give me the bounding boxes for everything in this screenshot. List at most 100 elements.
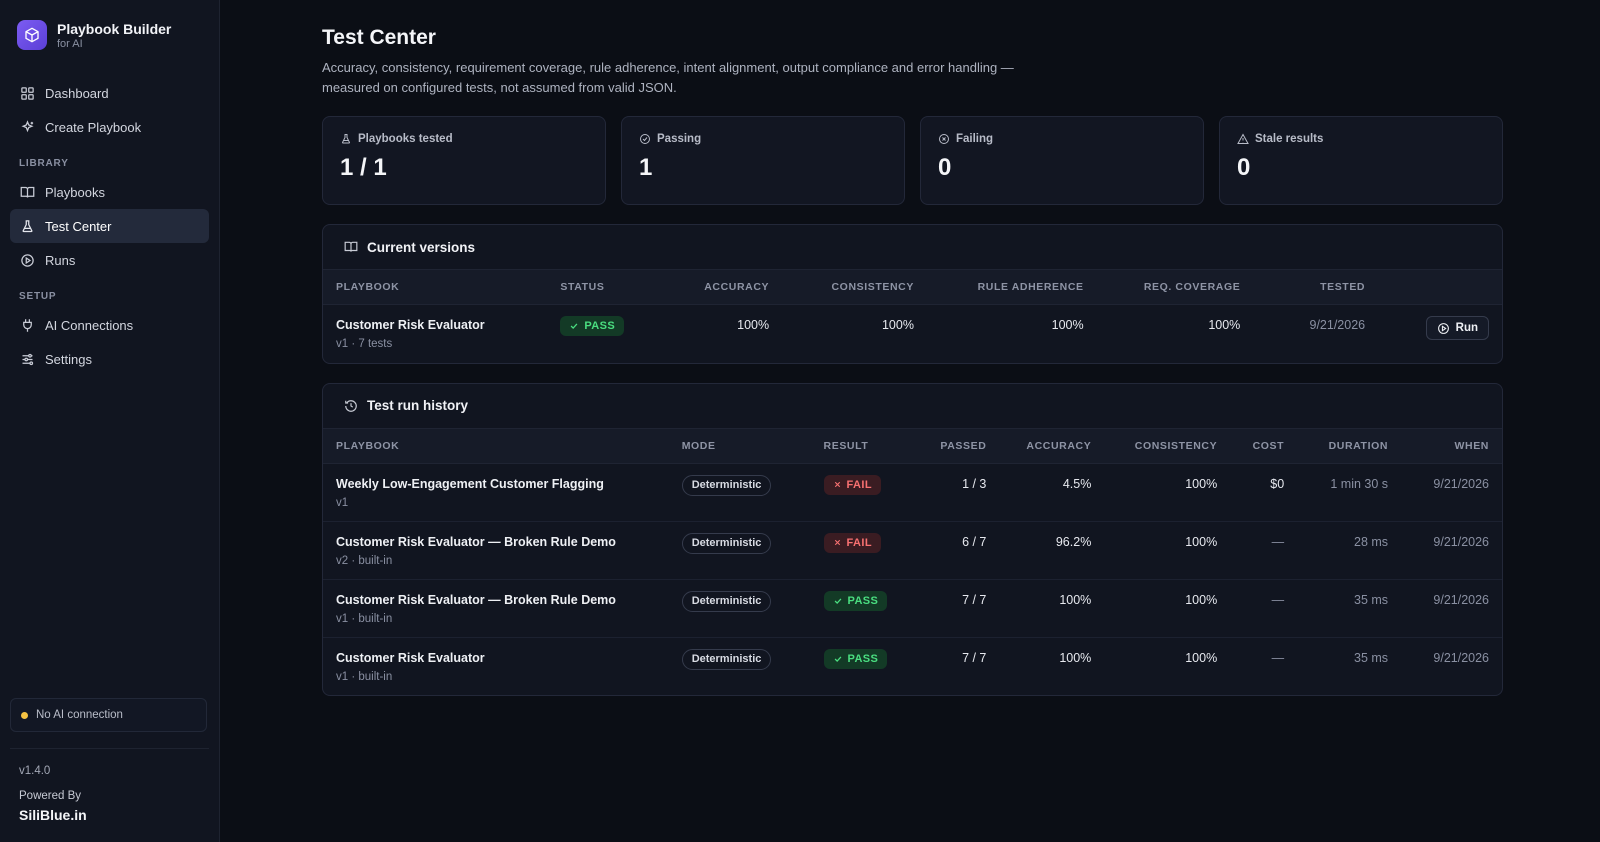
column-header[interactable]: ACCURACY [999,427,1105,464]
nav-label: Settings [45,351,92,367]
result-text: FAIL [846,536,872,549]
column-header[interactable]: CONSISTENCY [782,269,927,305]
stats-row: Playbooks tested 1 / 1 Passing 1 Failing… [322,116,1600,205]
powered-by-brand[interactable]: SiliBlue.in [19,807,87,823]
consistency-value: 100% [881,318,914,332]
playbook-name[interactable]: Customer Risk Evaluator [336,318,485,332]
tested-date: 9/21/2026 [1309,318,1366,332]
cost-value: — [1271,592,1285,607]
consistency-value: 100% [1185,650,1218,665]
divider [10,748,209,749]
x-icon [834,539,840,546]
accuracy-value: 100% [1059,650,1092,665]
table-row[interactable]: Customer Risk Evaluator — Broken Rule De… [323,521,1502,580]
stat-value: 0 [938,154,952,181]
nav-item-dashboard[interactable]: Dashboard [10,76,209,110]
nav-item-create-playbook[interactable]: Create Playbook [10,110,209,144]
column-header[interactable]: MODE [668,427,811,464]
x-icon [834,481,840,488]
nav-label: Create Playbook [45,119,142,135]
passed-value: 7 / 7 [962,650,987,665]
column-header[interactable]: DURATION [1297,427,1402,464]
req-coverage-value: 100% [1208,318,1241,332]
check-icon [571,323,578,329]
accuracy-value: 100% [737,318,770,332]
column-header[interactable]: CONSISTENCY [1104,427,1231,464]
stat-label: Passing [657,133,702,145]
powered-by-label: Powered By [19,790,82,802]
history-icon [345,399,357,412]
nav-item-settings[interactable]: Settings [10,342,209,376]
playbook-meta: v1 · 7 tests [336,338,393,350]
column-header[interactable]: PASSED [920,427,1000,464]
column-header[interactable]: COST [1230,427,1298,464]
nav-item-ai-connections[interactable]: AI Connections [10,308,209,342]
card-title: Test run history [367,398,469,413]
table-row[interactable]: Customer Risk Evaluator — Broken Rule De… [323,579,1502,638]
play-circle-icon [1437,322,1449,334]
passed-value: 7 / 7 [962,592,987,607]
ai-status-text: No AI connection [36,709,123,721]
ai-connection-status[interactable]: No AI connection [10,698,207,732]
status-text: PASS [584,320,616,332]
playbook-meta: v1 · built-in [336,670,393,683]
column-header[interactable]: ACCURACY [667,269,783,305]
result-badge: FAIL [823,532,881,553]
nav-item-test-center[interactable]: Test Center [10,209,209,243]
passed-value: 6 / 7 [962,534,987,549]
current-versions-card: Current versions PLAYBOOK STATUS ACCURAC… [322,224,1503,364]
stat-label: Stale results [1255,133,1324,145]
current-versions-table: PLAYBOOK STATUS ACCURACY CONSISTENCY RUL… [323,269,1502,363]
card-header: Test run history [323,384,1502,428]
column-header[interactable]: RULE ADHERENCE [926,269,1097,305]
stat-value: 1 [639,154,653,181]
mode-pill: Deterministic [681,590,772,612]
grid-icon [21,86,34,100]
x-circle-icon [939,134,949,144]
cost-value: — [1271,650,1285,665]
when-value: 9/21/2026 [1433,534,1489,549]
brand[interactable]: Playbook Builder for AI [10,20,209,50]
section-label-setup: SETUP [19,291,57,302]
table-row[interactable]: Customer Risk Evaluator v1 · built-in De… [323,637,1502,695]
run-button[interactable]: Run [1425,316,1489,340]
column-header[interactable]: REQ. COVERAGE [1096,269,1254,305]
test-run-history-card: Test run history PLAYBOOK MODE RESULT PA… [322,382,1503,696]
playbook-name[interactable]: Customer Risk Evaluator — Broken Rule De… [336,592,616,607]
table-row[interactable]: Customer Risk Evaluator v1 · 7 tests PAS… [323,305,1502,363]
playbook-meta: v2 · built-in [336,554,393,567]
sidebar: Playbook Builder for AI Dashboard Create… [0,0,220,842]
result-badge: PASS [823,590,888,611]
page-description: Accuracy, consistency, requirement cover… [322,60,1014,95]
column-header[interactable]: TESTED [1253,269,1379,305]
playbook-name[interactable]: Customer Risk Evaluator — Broken Rule De… [336,534,616,549]
sparkle-icon [21,119,34,132]
consistency-value: 100% [1185,476,1218,491]
column-header[interactable]: PLAYBOOK [323,269,548,305]
card-header: Current versions [323,225,1502,269]
accuracy-value: 4.5% [1062,476,1092,491]
check-icon [834,655,841,662]
cost-value: $0 [1270,476,1285,491]
test-run-history-table: PLAYBOOK MODE RESULT PASSED ACCURACY CON… [323,427,1502,696]
stat-value: 1 / 1 [340,154,387,181]
table-row[interactable]: Weekly Low-Engagement Customer Flagging … [323,463,1502,522]
table-header-row: PLAYBOOK STATUS ACCURACY CONSISTENCY RUL… [323,269,1502,305]
nav-item-runs[interactable]: Runs [10,243,209,277]
column-header[interactable]: STATUS [547,269,668,305]
playbook-name[interactable]: Customer Risk Evaluator [336,650,485,665]
column-header[interactable]: PLAYBOOK [323,427,669,464]
when-value: 9/21/2026 [1433,476,1489,491]
playbook-name[interactable]: Weekly Low-Engagement Customer Flagging [336,476,604,491]
column-header[interactable]: WHEN [1401,427,1502,464]
mode-pill: Deterministic [681,532,772,554]
duration-value: 1 min 30 s [1330,476,1389,491]
nav-item-playbooks[interactable]: Playbooks [10,175,209,209]
column-header[interactable]: RESULT [810,427,921,464]
cost-value: — [1271,534,1285,549]
when-value: 9/21/2026 [1433,650,1489,665]
flask-icon [341,134,351,144]
book-icon [20,186,35,198]
rule-adherence-value: 100% [1051,318,1084,332]
passed-value: 1 / 3 [962,476,987,491]
